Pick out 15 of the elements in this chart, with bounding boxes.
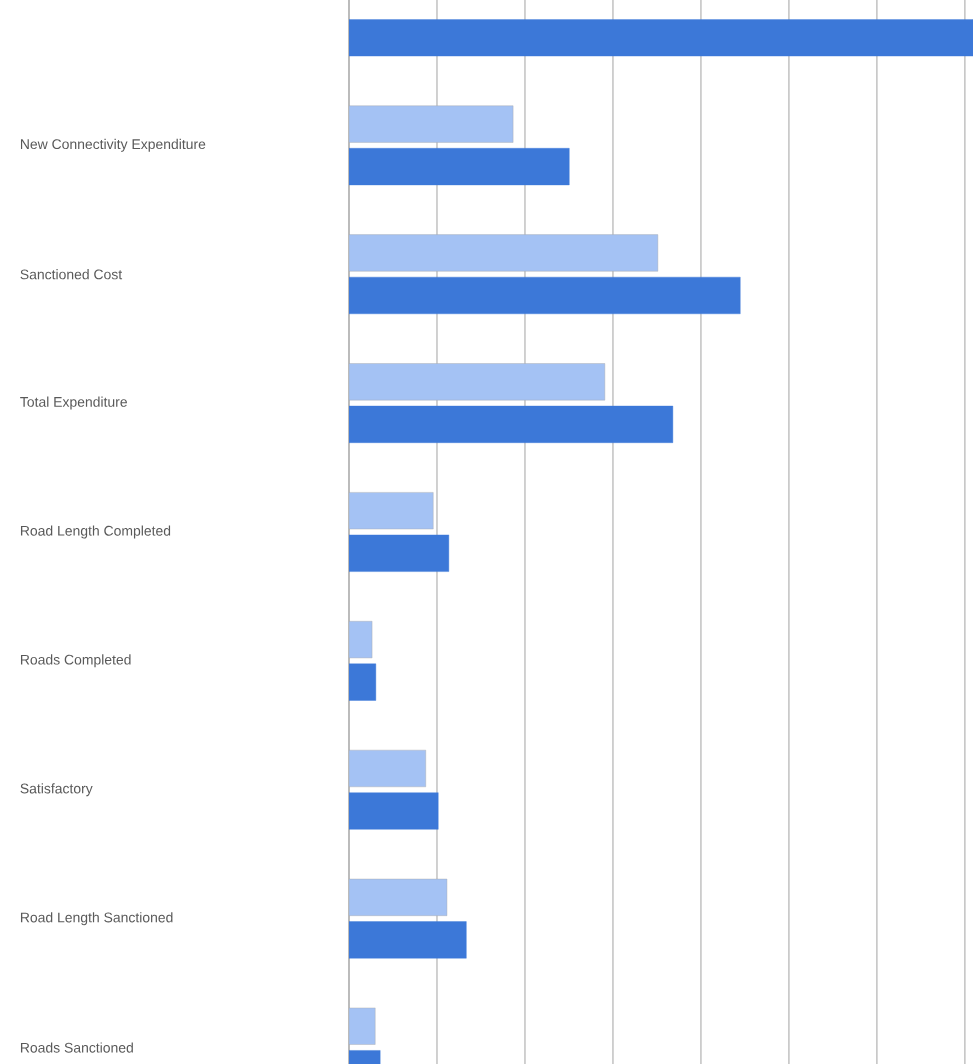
y-tick-label: Road Length Completed: [20, 525, 171, 539]
bar: [349, 878, 448, 916]
bar: [349, 105, 514, 143]
y-tick-label: Satisfactory: [20, 783, 93, 797]
bar: [349, 234, 659, 272]
y-tick-label: Total Expenditure: [20, 396, 127, 410]
bar: [349, 749, 426, 788]
y-tick-label: New Connectivity Expenditure: [20, 138, 206, 152]
y-tick-label: Road Length Sanctioned: [20, 912, 173, 926]
y-tick-label: Sanctioned Cost: [20, 269, 123, 280]
bar: [349, 363, 606, 401]
y-tick-label: Roads Sanctioned: [20, 1042, 133, 1053]
bar: [349, 492, 434, 530]
y-tick-label: Roads Completed: [20, 654, 131, 668]
bar: [349, 1007, 376, 1045]
